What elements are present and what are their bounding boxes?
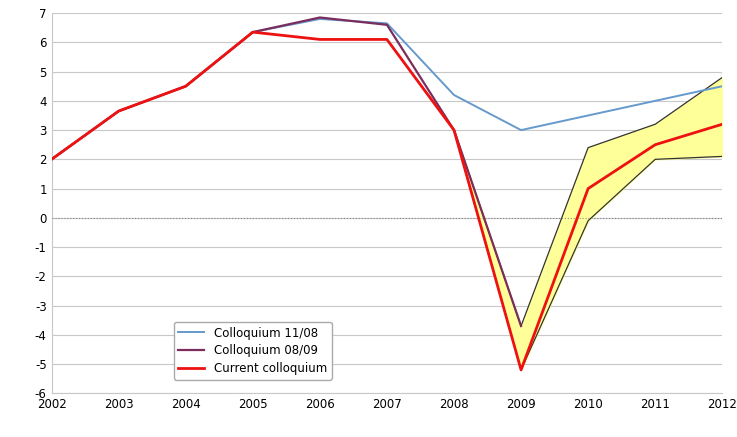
Colloquium 11/08 (315, 16, 324, 21)
Colloquium 08/09 (114, 108, 123, 114)
Current colloquium (651, 142, 660, 147)
Current colloquium (450, 128, 458, 133)
Current colloquium (181, 83, 190, 89)
Colloquium 11/08 (517, 128, 525, 133)
Colloquium 11/08 (47, 157, 56, 162)
Colloquium 08/09 (517, 323, 525, 329)
Line: Current colloquium: Current colloquium (52, 32, 722, 370)
Colloquium 11/08 (584, 113, 593, 118)
Colloquium 08/09 (181, 83, 190, 89)
Current colloquium (383, 37, 391, 42)
Colloquium 08/09 (383, 22, 391, 28)
Current colloquium (248, 30, 257, 35)
Current colloquium (114, 108, 123, 114)
Colloquium 08/09 (47, 157, 56, 162)
Colloquium 11/08 (450, 92, 458, 97)
Colloquium 11/08 (114, 108, 123, 114)
Current colloquium (315, 37, 324, 42)
Colloquium 11/08 (651, 98, 660, 104)
Current colloquium (718, 121, 727, 127)
Colloquium 11/08 (383, 21, 391, 26)
Current colloquium (517, 367, 525, 372)
Colloquium 11/08 (718, 83, 727, 89)
Line: Colloquium 11/08: Colloquium 11/08 (52, 19, 722, 160)
Current colloquium (584, 186, 593, 191)
Colloquium 11/08 (248, 30, 257, 35)
Line: Colloquium 08/09: Colloquium 08/09 (52, 17, 521, 326)
Colloquium 08/09 (315, 15, 324, 20)
Colloquium 08/09 (450, 128, 458, 133)
Colloquium 08/09 (248, 30, 257, 35)
Current colloquium (47, 157, 56, 162)
Legend: Colloquium 11/08, Colloquium 08/09, Current colloquium: Colloquium 11/08, Colloquium 08/09, Curr… (174, 322, 332, 380)
Colloquium 11/08 (181, 83, 190, 89)
